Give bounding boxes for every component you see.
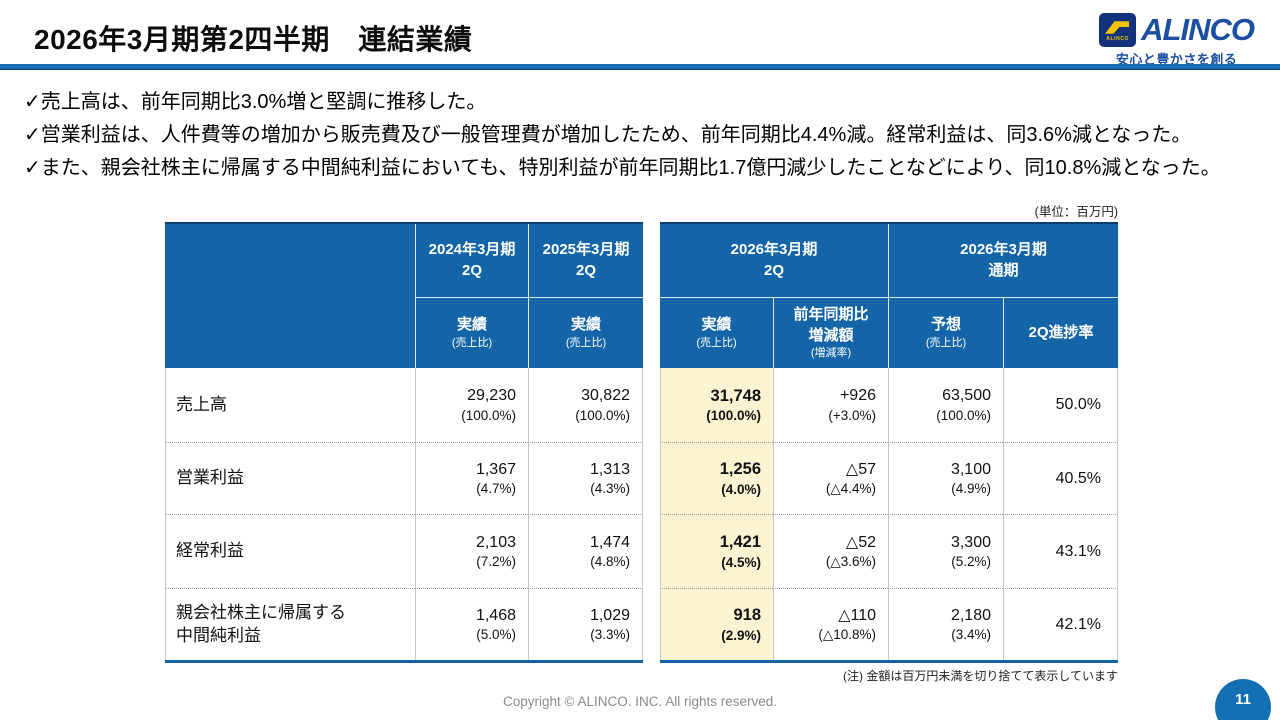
table-corner-cell bbox=[165, 224, 415, 368]
cell-sales-fy2025: 30,822 (100.0%) bbox=[528, 368, 643, 442]
cell-sales-fy2024: 29,230 (100.0%) bbox=[415, 368, 528, 442]
alinco-swoosh-icon bbox=[1105, 20, 1130, 34]
cell-sales-progress: 50.0% bbox=[1003, 368, 1118, 442]
cell-net-fy2024: 1,468 (5.0%) bbox=[415, 588, 528, 660]
page-title: 2026年3月期第2四半期 連結業績 bbox=[34, 24, 473, 55]
row-label-ordinary-profit: 経常利益 bbox=[165, 514, 415, 588]
sub-header-fy2024-actual: 実績 (売上比) bbox=[415, 297, 528, 368]
row-label-net-profit: 親会社株主に帰属する 中間純利益 bbox=[165, 588, 415, 660]
row-label-sales: 売上高 bbox=[165, 368, 415, 442]
cell-sales-q2-actual: 31,748 (100.0%) bbox=[660, 368, 773, 442]
cell-net-forecast: 2,180 (3.4%) bbox=[888, 588, 1003, 660]
cell-net-yoy: △110 (△10.8%) bbox=[773, 588, 888, 660]
sub-header-progress-rate: 2Q進捗率 bbox=[1003, 297, 1118, 368]
cell-op-progress: 40.5% bbox=[1003, 442, 1118, 514]
alinco-mark-label: ALINCO bbox=[1106, 35, 1130, 42]
cell-net-fy2025: 1,029 (3.3%) bbox=[528, 588, 643, 660]
alinco-logo: ALINCO ALINCO 安心と豊かさを創る bbox=[1099, 12, 1255, 68]
cell-ord-yoy: △52 (△3.6%) bbox=[773, 514, 888, 588]
sub-header-forecast: 予想 (売上比) bbox=[888, 297, 1003, 368]
cell-net-progress: 42.1% bbox=[1003, 588, 1118, 660]
col-header-fy2024: 2024年3月期 2Q bbox=[415, 224, 528, 297]
cell-sales-forecast: 63,500 (100.0%) bbox=[888, 368, 1003, 442]
alinco-brand-text: ALINCO bbox=[1141, 12, 1255, 47]
page-number: 11 bbox=[1235, 691, 1251, 708]
cell-op-forecast: 3,100 (4.9%) bbox=[888, 442, 1003, 514]
alinco-logo-row: ALINCO ALINCO bbox=[1099, 12, 1255, 48]
col-header-fy2025: 2025年3月期 2Q bbox=[528, 224, 643, 297]
alinco-logo-mark: ALINCO bbox=[1099, 13, 1137, 47]
cell-op-q2-actual: 1,256 (4.0%) bbox=[660, 442, 773, 514]
cell-sales-yoy: +926 (+3.0%) bbox=[773, 368, 888, 442]
cell-ord-progress: 43.1% bbox=[1003, 514, 1118, 588]
cell-net-q2-actual: 918 (2.9%) bbox=[660, 588, 773, 660]
bullet-sales: ✓売上高は、前年同期比3.0%増と堅調に推移した。 bbox=[24, 91, 487, 113]
cell-ord-forecast: 3,300 (5.2%) bbox=[888, 514, 1003, 588]
row-label-operating-profit: 営業利益 bbox=[165, 442, 415, 514]
cell-ord-q2-actual: 1,421 (4.5%) bbox=[660, 514, 773, 588]
col-header-fy2026-full-year: 2026年3月期 通期 bbox=[888, 224, 1118, 297]
header-divider bbox=[0, 64, 1280, 70]
summary-bullets: ✓売上高は、前年同期比3.0%増と堅調に推移した。 ✓営業利益は、人件費等の増加… bbox=[24, 86, 1264, 185]
rounding-note: (注) 金額は百万円未満を切り捨てて表示しています bbox=[843, 669, 1118, 683]
bullet-net-profit: ✓また、親会社株主に帰属する中間純利益においても、特別利益が前年同期比1.7億円… bbox=[24, 157, 1221, 179]
col-header-fy2026-2q: 2026年3月期 2Q bbox=[660, 224, 888, 297]
copyright-text: Copyright © ALINCO. INC. All rights rese… bbox=[502, 694, 778, 709]
bullet-operating-profit: ✓営業利益は、人件費等の増加から販売費及び一般管理費が増加したため、前年同期比4… bbox=[24, 124, 1192, 146]
sub-header-actual: 実績 (売上比) bbox=[660, 297, 773, 368]
past-results-table: 2024年3月期 2Q 2025年3月期 2Q 実績 (売上比) 実績 (売上比… bbox=[165, 222, 643, 663]
unit-label: (単位：百万円) bbox=[1034, 205, 1118, 219]
sub-header-fy2025-actual: 実績 (売上比) bbox=[528, 297, 643, 368]
cell-op-fy2025: 1,313 (4.3%) bbox=[528, 442, 643, 514]
cell-op-fy2024: 1,367 (4.7%) bbox=[415, 442, 528, 514]
sub-header-yoy-change: 前年同期比 増減額 (増減率) bbox=[773, 297, 888, 368]
page-number-badge: 11 bbox=[1215, 679, 1271, 720]
cell-ord-fy2024: 2,103 (7.2%) bbox=[415, 514, 528, 588]
cell-ord-fy2025: 1,474 (4.8%) bbox=[528, 514, 643, 588]
current-results-table: 2026年3月期 2Q 2026年3月期 通期 実績 (売上比) 前年同期比 増… bbox=[660, 222, 1118, 663]
alinco-tagline: 安心と豊かさを創る bbox=[1115, 52, 1238, 67]
cell-op-yoy: △57 (△4.4%) bbox=[773, 442, 888, 514]
